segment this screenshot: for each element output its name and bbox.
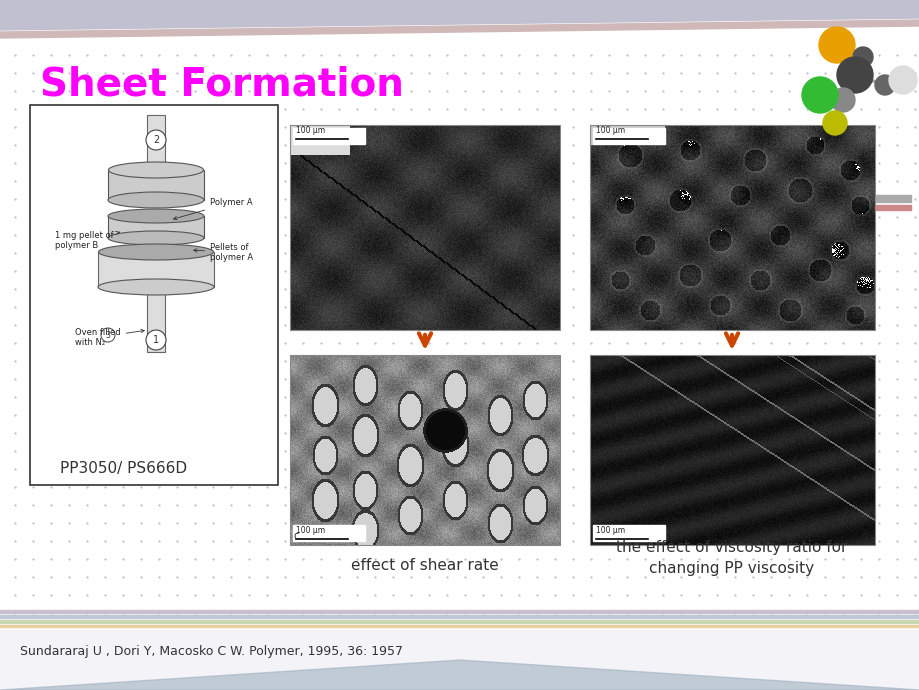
Ellipse shape bbox=[108, 192, 204, 208]
Text: the effect of viscosity ratio for
changing PP viscosity: the effect of viscosity ratio for changi… bbox=[616, 540, 846, 576]
Bar bbox=[593, 128, 664, 144]
Bar bbox=[875, 195, 910, 202]
Bar bbox=[589, 125, 874, 330]
Circle shape bbox=[801, 77, 837, 113]
FancyBboxPatch shape bbox=[30, 105, 278, 485]
Bar bbox=[108, 170, 204, 200]
Circle shape bbox=[874, 75, 894, 95]
Bar bbox=[0, 620, 919, 623]
Text: 100 μm: 100 μm bbox=[296, 126, 324, 135]
Text: 100 μm: 100 μm bbox=[596, 126, 624, 135]
Circle shape bbox=[823, 111, 846, 135]
Circle shape bbox=[146, 130, 165, 150]
Polygon shape bbox=[0, 660, 919, 690]
Text: 3: 3 bbox=[106, 331, 110, 339]
Text: c: c bbox=[294, 531, 299, 541]
Bar bbox=[0, 630, 919, 690]
Text: d: d bbox=[860, 531, 867, 541]
Ellipse shape bbox=[108, 162, 203, 178]
Bar bbox=[289, 355, 560, 545]
Bar bbox=[98, 252, 214, 287]
Text: a: a bbox=[860, 316, 866, 326]
Circle shape bbox=[101, 328, 115, 342]
Text: a: a bbox=[294, 316, 300, 326]
Text: Pellets of
polymer A: Pellets of polymer A bbox=[194, 243, 253, 262]
Circle shape bbox=[852, 47, 872, 67]
Bar bbox=[292, 525, 365, 541]
Polygon shape bbox=[0, 0, 919, 30]
Bar bbox=[593, 525, 664, 541]
Bar bbox=[0, 625, 919, 627]
Text: 100 μm: 100 μm bbox=[596, 526, 624, 535]
Text: 2: 2 bbox=[153, 135, 159, 145]
Bar bbox=[147, 115, 165, 170]
Bar bbox=[289, 125, 560, 330]
Bar bbox=[147, 287, 165, 352]
Ellipse shape bbox=[98, 244, 213, 260]
Polygon shape bbox=[0, 20, 919, 38]
Circle shape bbox=[888, 66, 916, 94]
Text: 1 mg pellet of
polymer B: 1 mg pellet of polymer B bbox=[55, 230, 119, 250]
Text: effect of shear rate: effect of shear rate bbox=[351, 558, 498, 573]
Text: Oven filled
with N₂: Oven filled with N₂ bbox=[75, 328, 144, 347]
Circle shape bbox=[818, 27, 854, 63]
Circle shape bbox=[146, 330, 165, 350]
Ellipse shape bbox=[108, 209, 204, 223]
Bar bbox=[589, 355, 874, 545]
Bar bbox=[875, 205, 910, 210]
Bar bbox=[0, 615, 919, 618]
Text: Sundararaj U , Dori Y, Macosko C W. Polymer, 1995, 36: 1957: Sundararaj U , Dori Y, Macosko C W. Poly… bbox=[20, 646, 403, 658]
Bar bbox=[108, 216, 204, 238]
Circle shape bbox=[836, 57, 872, 93]
Bar bbox=[0, 610, 919, 613]
Text: Sheet Formation: Sheet Formation bbox=[40, 66, 403, 104]
Text: 100 μm: 100 μm bbox=[296, 526, 324, 535]
Text: PP3050/ PS666D: PP3050/ PS666D bbox=[60, 460, 187, 475]
Text: Polymer A: Polymer A bbox=[174, 198, 253, 219]
Text: 1: 1 bbox=[153, 335, 159, 345]
Circle shape bbox=[830, 88, 854, 112]
Ellipse shape bbox=[108, 231, 204, 245]
Bar bbox=[292, 128, 365, 144]
Ellipse shape bbox=[98, 279, 214, 295]
